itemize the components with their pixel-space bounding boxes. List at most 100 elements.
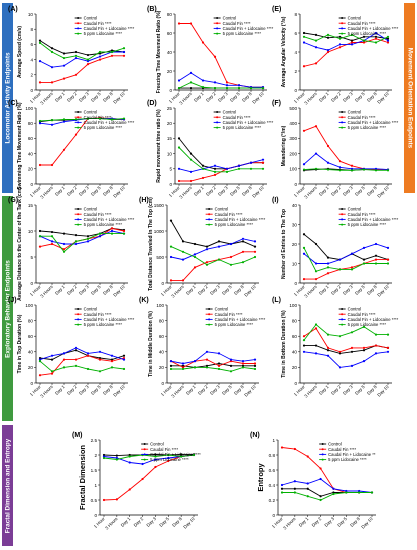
- data-point: [154, 453, 157, 456]
- section-band-exploratory: Exploratory Behavior Endpoints: [2, 196, 13, 421]
- y-tick-label: 0: [169, 88, 172, 93]
- x-tick-label: 3 Hours: [170, 384, 185, 399]
- data-point: [261, 158, 265, 161]
- data-point: [38, 358, 42, 361]
- legend-marker: [208, 223, 211, 226]
- data-point: [253, 362, 257, 365]
- data-point: [110, 118, 114, 121]
- data-point: [213, 167, 217, 170]
- y-tick-label: 80: [292, 318, 298, 323]
- data-point: [169, 360, 173, 363]
- data-point: [205, 364, 209, 367]
- x-tick-label: 3 Hours: [178, 91, 193, 106]
- y-tick-label: 0: [94, 513, 97, 518]
- data-point: [177, 146, 181, 149]
- data-point: [169, 279, 173, 282]
- data-point: [362, 35, 366, 38]
- data-point: [362, 346, 366, 349]
- y-tick-label: 2.5: [91, 438, 98, 443]
- series-line: [178, 72, 263, 88]
- x-tick-label: Day 5: [354, 185, 366, 197]
- data-point: [98, 358, 102, 361]
- data-point: [110, 358, 114, 361]
- legend-label: Caudal Fin ****: [223, 115, 251, 120]
- data-point: [177, 167, 181, 170]
- legend-label: Caudal Fin + Lidocaine ****: [84, 317, 135, 322]
- data-point: [74, 118, 78, 121]
- data-point: [38, 122, 42, 125]
- y-tick-label: 8: [294, 12, 297, 17]
- y-tick-label: 8: [30, 27, 33, 32]
- y-tick-label: 100: [289, 303, 297, 308]
- data-point: [302, 246, 306, 249]
- data-point: [62, 148, 66, 151]
- legend-label: Caudal Fin ****: [84, 212, 112, 217]
- legend-marker: [77, 308, 80, 310]
- panel-letter: (H): [139, 197, 149, 204]
- data-point: [326, 33, 330, 37]
- x-tick-label: Day 2: [66, 185, 78, 197]
- data-point: [122, 50, 126, 54]
- data-point: [229, 263, 233, 266]
- data-point: [338, 35, 342, 38]
- data-point: [110, 354, 114, 357]
- data-point: [314, 278, 318, 281]
- data-point: [110, 366, 114, 369]
- x-tick-label: Day 10: [182, 516, 196, 530]
- data-point: [280, 483, 284, 487]
- data-point: [345, 491, 348, 494]
- data-point: [319, 498, 322, 502]
- y-tick-label: 5: [169, 167, 172, 172]
- data-point: [350, 39, 354, 42]
- legend-marker: [321, 453, 324, 456]
- data-point: [154, 465, 157, 469]
- data-point: [122, 356, 126, 360]
- data-point: [62, 64, 66, 67]
- legend-marker: [77, 223, 80, 226]
- y-tick-label: 10: [292, 261, 298, 266]
- data-point: [350, 41, 354, 44]
- data-point: [386, 169, 390, 172]
- data-point: [374, 262, 378, 265]
- data-point: [98, 232, 102, 235]
- data-point: [332, 487, 335, 490]
- data-point: [167, 459, 170, 463]
- data-point: [115, 458, 118, 461]
- y-tick-label: 0: [30, 88, 33, 93]
- data-point: [241, 360, 245, 363]
- data-point: [350, 43, 354, 46]
- data-point: [98, 350, 102, 353]
- data-point: [50, 370, 54, 373]
- data-point: [253, 250, 257, 253]
- data-point: [374, 167, 378, 170]
- data-point: [110, 50, 114, 54]
- data-point: [181, 258, 185, 261]
- y-tick-label: 60: [292, 334, 298, 339]
- data-point: [86, 240, 90, 243]
- data-point: [201, 167, 205, 170]
- data-point: [74, 242, 78, 246]
- y-axis-label: Number of Entries to The Top: [281, 209, 287, 279]
- x-tick-label: 3 Hours: [104, 516, 119, 531]
- data-point: [205, 245, 209, 248]
- data-point: [169, 255, 173, 259]
- data-point: [253, 245, 257, 248]
- panel-letter: (C): [8, 100, 18, 107]
- data-point: [229, 255, 233, 259]
- x-tick-label: 3 Hours: [170, 284, 185, 299]
- legend-label: 5 ppm Lidocaine ****: [215, 322, 254, 327]
- data-point: [74, 349, 78, 352]
- x-tick-label: Day 3: [342, 185, 354, 197]
- data-point: [217, 258, 221, 261]
- y-axis-label: Total Distance Traveled In The Top (cm): [148, 197, 154, 291]
- data-point: [201, 86, 205, 89]
- y-tick-label: 2: [294, 69, 297, 74]
- data-point: [205, 358, 209, 361]
- legend-marker: [216, 22, 219, 25]
- legend-label: Caudal Fin + Lidocaine ****: [223, 26, 274, 31]
- data-point: [193, 266, 197, 269]
- series-line: [303, 247, 388, 272]
- data-point: [338, 160, 342, 163]
- data-point: [386, 37, 390, 40]
- y-tick-label: 0: [272, 513, 275, 518]
